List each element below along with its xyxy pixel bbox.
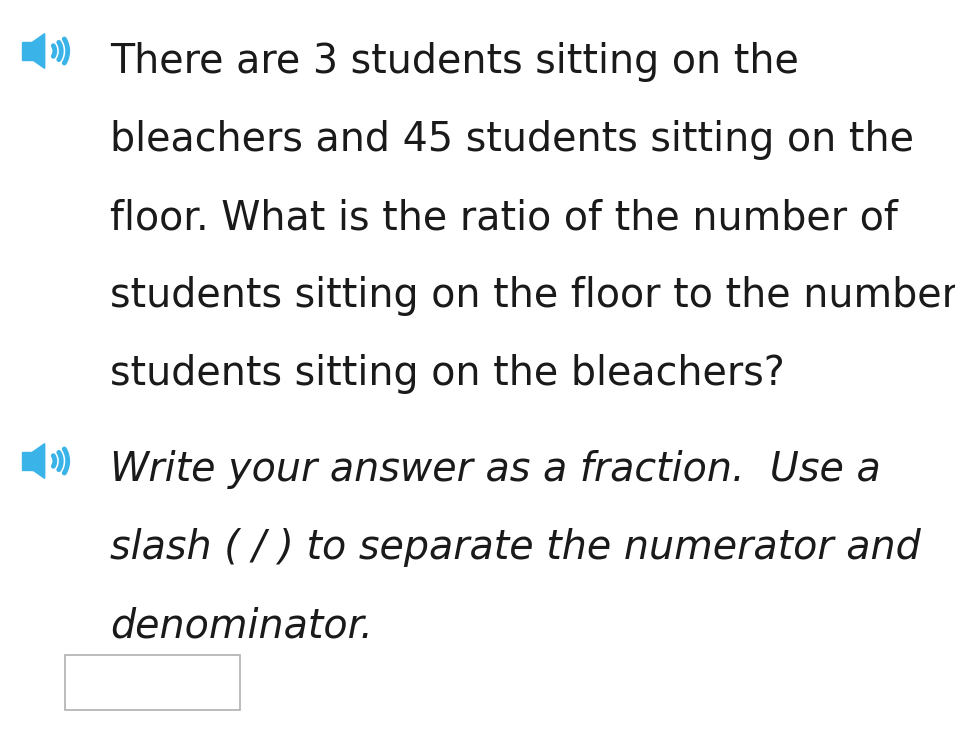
FancyBboxPatch shape [65, 655, 240, 710]
Text: bleachers and 45 students sitting on the: bleachers and 45 students sitting on the [110, 120, 914, 160]
Text: students sitting on the bleachers?: students sitting on the bleachers? [110, 354, 785, 394]
Polygon shape [22, 452, 32, 470]
Text: slash ( / ) to separate the numerator and: slash ( / ) to separate the numerator an… [110, 528, 921, 567]
Text: Write your answer as a fraction.  Use a: Write your answer as a fraction. Use a [110, 450, 881, 489]
Polygon shape [22, 42, 32, 60]
Text: students sitting on the floor to the number of: students sitting on the floor to the num… [110, 276, 955, 316]
Text: There are 3 students sitting on the: There are 3 students sitting on the [110, 42, 799, 82]
Text: denominator.: denominator. [110, 606, 372, 645]
Text: floor. What is the ratio of the number of: floor. What is the ratio of the number o… [110, 198, 898, 238]
Polygon shape [32, 33, 45, 68]
Polygon shape [32, 444, 45, 479]
